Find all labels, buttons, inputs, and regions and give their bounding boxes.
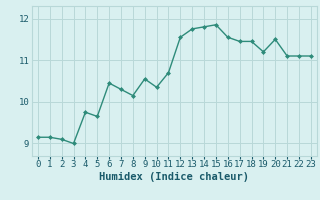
X-axis label: Humidex (Indice chaleur): Humidex (Indice chaleur) xyxy=(100,172,249,182)
